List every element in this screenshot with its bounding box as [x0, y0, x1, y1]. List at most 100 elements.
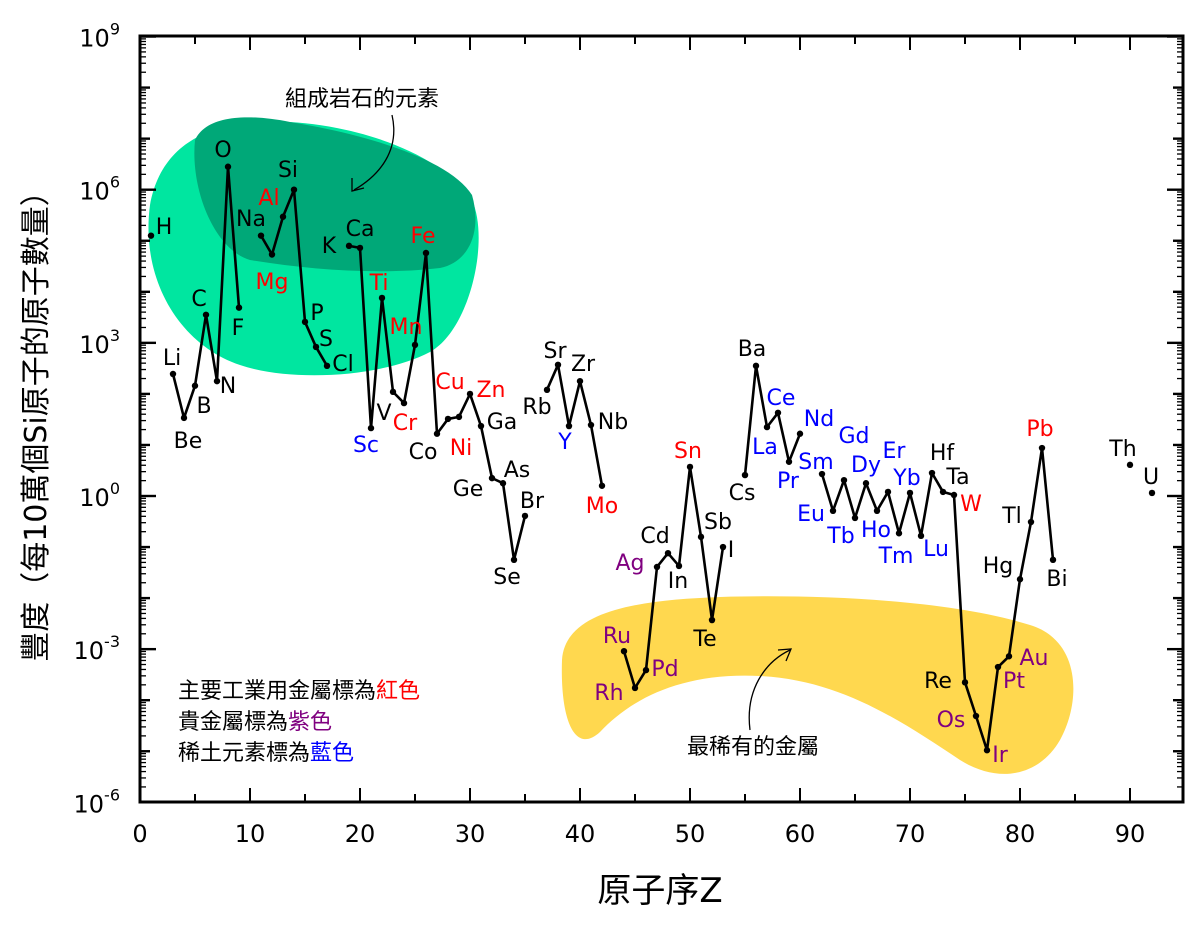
- label-Dy: Dy: [851, 453, 881, 478]
- point-Rh: [631, 684, 639, 692]
- point-La: [763, 423, 771, 431]
- label-Cu: Cu: [435, 370, 464, 395]
- label-Ru: Ru: [603, 624, 631, 649]
- point-Eu: [829, 507, 837, 515]
- point-Br: [521, 512, 529, 520]
- label-C: C: [191, 287, 206, 312]
- label-Al: Al: [258, 186, 279, 211]
- point-Pt: [994, 663, 1002, 671]
- label-V: V: [376, 401, 391, 426]
- label-Cl: Cl: [332, 352, 353, 377]
- label-Y: Y: [557, 430, 572, 455]
- point-Ge: [488, 474, 496, 482]
- point-Cu: [455, 413, 463, 421]
- point-Mg: [268, 251, 276, 258]
- label-O: O: [214, 138, 231, 163]
- label-Ca: Ca: [346, 217, 375, 242]
- point-As: [499, 480, 507, 487]
- point-Sm: [818, 470, 826, 478]
- x-tick-label: 10: [235, 820, 266, 848]
- point-P: [301, 318, 309, 326]
- point-Ba: [752, 362, 760, 370]
- legend-rare-earth: 稀土元素標為藍色: [178, 741, 354, 766]
- label-S: S: [319, 327, 333, 352]
- label-Si: Si: [278, 158, 298, 183]
- point-Ru: [620, 647, 628, 655]
- label-Sb: Sb: [704, 510, 732, 535]
- point-Ni: [444, 415, 452, 423]
- label-Mn: Mn: [390, 315, 423, 340]
- label-Tm: Tm: [878, 544, 914, 569]
- label-Be: Be: [174, 429, 203, 454]
- rarest-metals-annotation: 最稀有的金屬: [687, 735, 819, 760]
- point-B: [191, 382, 199, 389]
- label-Ge: Ge: [453, 477, 484, 502]
- point-Hf: [928, 469, 936, 477]
- point-Gd: [840, 476, 848, 484]
- point-Tl: [1027, 518, 1035, 526]
- point-Dy: [862, 480, 870, 487]
- point-Ta: [939, 488, 947, 496]
- label-Cs: Cs: [729, 481, 756, 506]
- label-Tl: Tl: [1001, 504, 1022, 529]
- label-Ni: Ni: [450, 436, 473, 461]
- x-tick-label: 60: [785, 820, 816, 848]
- point-Sb: [697, 533, 705, 541]
- label-Ir: Ir: [992, 743, 1008, 768]
- x-tick-label: 20: [345, 820, 376, 848]
- label-Rb: Rb: [522, 395, 551, 420]
- label-Os: Os: [937, 708, 966, 733]
- label-Yb: Yb: [892, 466, 920, 491]
- point-Re: [961, 679, 969, 686]
- series-line: [743, 364, 802, 476]
- label-U: U: [1143, 465, 1159, 490]
- point-Ir: [983, 747, 991, 754]
- y-tick-labels: 109 106 103 100 10-3 10-6: [74, 20, 121, 819]
- label-In: In: [668, 569, 688, 594]
- label-Cd: Cd: [640, 524, 669, 549]
- label-Zn: Zn: [476, 378, 505, 403]
- label-Ce: Ce: [767, 386, 796, 411]
- point-Os: [972, 712, 980, 720]
- point-Y: [565, 422, 573, 430]
- rock-forming-arrowhead: [351, 178, 365, 192]
- point-Sc: [367, 424, 375, 432]
- label-As: As: [504, 458, 531, 483]
- label-Sm: Sm: [798, 450, 833, 475]
- label-Se: Se: [493, 565, 521, 590]
- point-H: [147, 232, 155, 239]
- point-U: [1148, 489, 1156, 497]
- label-Er: Er: [883, 439, 907, 464]
- point-Nb: [587, 421, 595, 429]
- point-Ho: [873, 507, 881, 515]
- rock-forming-core-region: [194, 117, 476, 272]
- rarest-metals-arrowhead: [777, 648, 793, 662]
- y-tick-label: 100: [79, 479, 120, 512]
- point-Cd: [664, 549, 672, 557]
- point-Yb: [906, 489, 914, 497]
- point-W: [950, 491, 958, 499]
- label-I: I: [728, 538, 735, 563]
- point-I: [719, 543, 727, 551]
- point-Zn: [466, 390, 474, 398]
- x-tick-label: 70: [895, 820, 926, 848]
- point-Co: [433, 430, 441, 437]
- y-tick-label: 109: [79, 20, 120, 53]
- x-tick-labels: 0 10 20 30 40 50 60 70 80 90: [132, 820, 1145, 848]
- point-N: [213, 377, 221, 385]
- point-O: [224, 163, 232, 170]
- label-Sr: Sr: [543, 339, 567, 364]
- label-Au: Au: [1020, 646, 1049, 671]
- point-Mo: [598, 482, 606, 489]
- label-B: B: [196, 394, 211, 419]
- series-line: [545, 363, 604, 487]
- label-Tb: Tb: [826, 524, 854, 549]
- y-tick-label: 106: [79, 173, 120, 206]
- label-Ho: Ho: [861, 518, 891, 543]
- point-Sr: [554, 361, 562, 369]
- point-Lu: [917, 532, 925, 540]
- point-Mn: [411, 341, 419, 349]
- point-Zr: [576, 377, 584, 385]
- label-Bi: Bi: [1046, 567, 1067, 592]
